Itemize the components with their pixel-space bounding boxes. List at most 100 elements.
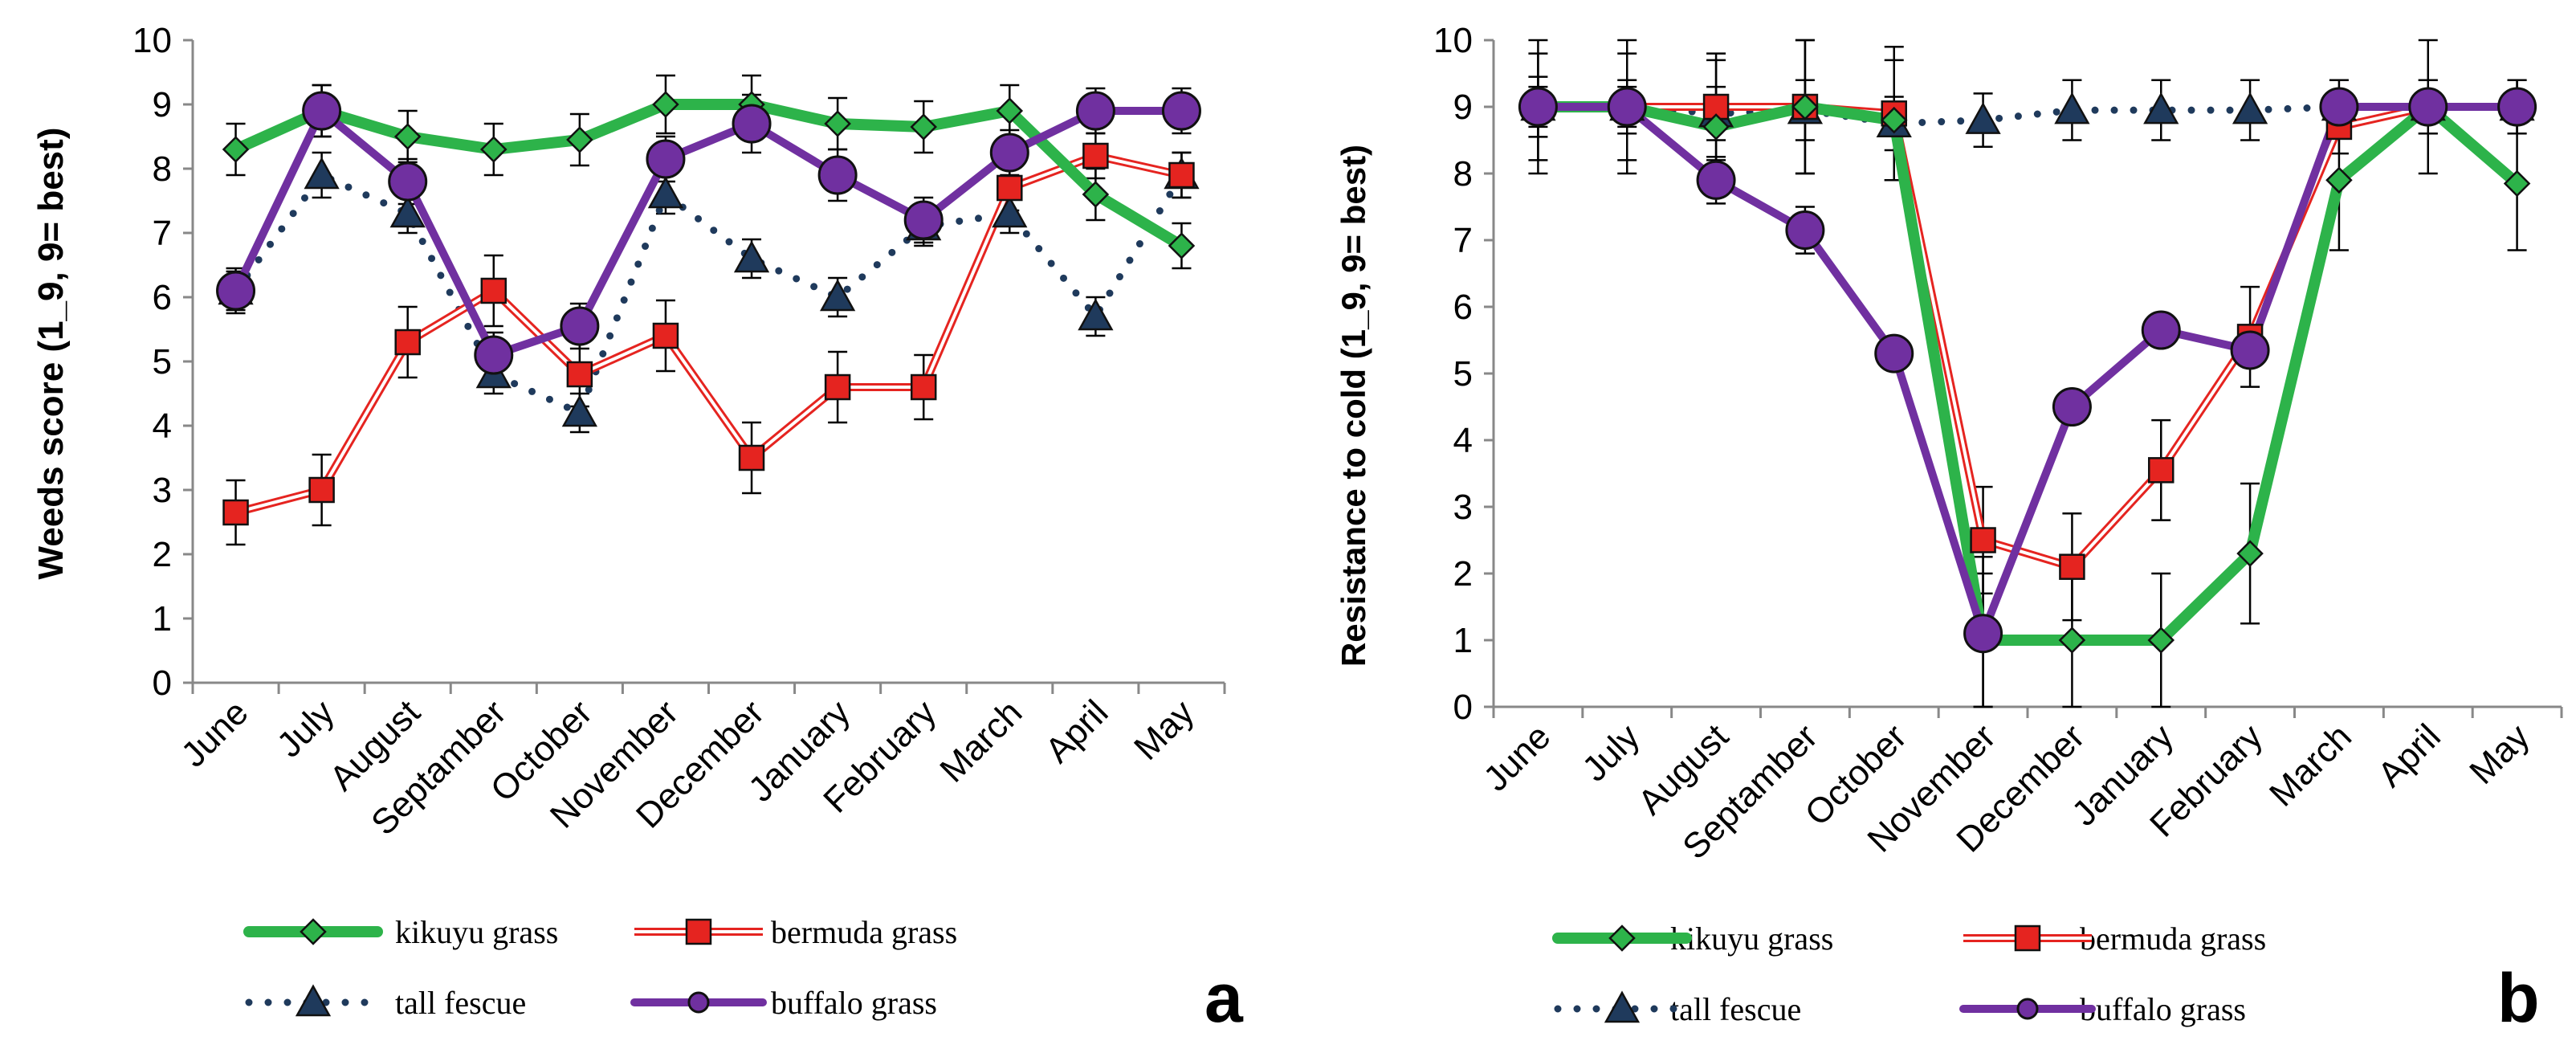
legend-label-bermuda: bermuda grass <box>2080 920 2266 957</box>
data-point-legend-tall-fescue <box>1604 990 1641 1023</box>
y-tick-label: 3 <box>1453 488 1473 527</box>
data-point-buffalo-grass-8 <box>903 200 944 240</box>
data-point-kikuyu-grass-0 <box>222 136 250 163</box>
data-point-legend-bermuda-grass <box>685 918 712 945</box>
data-point-tall-fescue-5 <box>647 176 684 209</box>
data-point-legend-tall-fescue <box>295 984 332 1017</box>
panel-b-legend: kikuyu grass bermuda grass tall fescue b… <box>1552 920 2266 1027</box>
data-point-bermuda-grass-9 <box>997 174 1023 202</box>
data-point-bermuda-grass-5 <box>1970 527 1996 553</box>
data-point-buffalo-grass-10 <box>1075 91 1115 131</box>
y-tick-label: 9 <box>153 85 172 124</box>
series-line-bermuda-grass-inner <box>235 154 1182 514</box>
data-point-kikuyu-grass-2 <box>393 123 422 150</box>
panel-b-y-ticks: 0 1 2 3 4 5 6 7 8 9 10 <box>1433 21 1494 727</box>
y-tick-label: 2 <box>153 535 172 574</box>
data-point-kikuyu-grass-6 <box>2058 627 2086 654</box>
y-tick-label: 2 <box>1453 554 1473 594</box>
data-point-bermuda-grass-11 <box>1168 161 1195 189</box>
panel-a-y-ticks: 0 1 2 3 4 5 6 7 8 9 10 <box>132 21 193 703</box>
data-point-bermuda-grass-8 <box>910 373 937 401</box>
data-point-legend-buffalo-grass <box>687 991 710 1014</box>
data-point-legend-kikuyu-grass <box>1608 925 1636 952</box>
data-point-legend-bermuda-grass <box>2014 925 2041 952</box>
data-point-bermuda-grass-6 <box>738 444 765 471</box>
markers-bermuda-grass <box>222 142 1195 526</box>
data-point-kikuyu-grass-10 <box>1082 181 1110 208</box>
data-point-legend-buffalo-grass <box>2016 998 2039 1020</box>
data-point-buffalo-grass-4 <box>560 306 600 346</box>
legend-label-kikuyu: kikuyu grass <box>395 914 558 950</box>
data-point-tall-fescue-2 <box>389 195 426 228</box>
y-tick-label: 5 <box>1453 354 1473 394</box>
data-point-kikuyu-grass-11 <box>2503 169 2531 198</box>
data-point-buffalo-grass-6 <box>2052 387 2092 427</box>
data-point-bermuda-grass-3 <box>480 277 507 304</box>
y-tick-label: 4 <box>153 406 172 446</box>
data-point-tall-fescue-9 <box>992 195 1028 228</box>
data-point-bermuda-grass-7 <box>2148 457 2175 484</box>
data-point-kikuyu-grass-9 <box>996 97 1024 124</box>
legend-label-buffalo: buffalo grass <box>771 985 937 1021</box>
data-point-buffalo-grass-6 <box>732 104 772 144</box>
y-tick-label: 4 <box>1453 421 1473 460</box>
data-point-buffalo-grass-5 <box>1963 614 2003 654</box>
y-tick-label: 6 <box>1453 288 1473 327</box>
data-point-tall-fescue-7 <box>820 279 856 312</box>
data-point-tall-fescue-8 <box>2232 92 2268 124</box>
data-point-kikuyu-grass-3 <box>1791 93 1819 120</box>
y-tick-label: 7 <box>153 214 172 253</box>
data-point-buffalo-grass-1 <box>1607 87 1647 127</box>
data-point-tall-fescue-6 <box>2054 92 2090 124</box>
data-point-bermuda-grass-7 <box>824 373 851 401</box>
data-point-kikuyu-grass-11 <box>1168 232 1196 259</box>
data-point-tall-fescue-6 <box>733 240 770 273</box>
data-point-buffalo-grass-2 <box>388 161 428 202</box>
data-point-tall-fescue-5 <box>1965 102 2001 134</box>
data-point-kikuyu-grass-2 <box>1702 113 1730 141</box>
y-tick-label: 5 <box>153 342 172 382</box>
panel-b-label: b <box>2497 960 2540 1037</box>
data-point-buffalo-grass-2 <box>1696 160 1736 200</box>
panel-b-series <box>1518 39 2537 708</box>
data-point-legend-kikuyu-grass <box>300 918 327 945</box>
legend-label-buffalo: buffalo grass <box>2080 991 2246 1027</box>
data-point-kikuyu-grass-9 <box>2325 166 2353 194</box>
data-point-kikuyu-grass-7 <box>2147 627 2175 654</box>
y-tick-label: 3 <box>153 471 172 510</box>
data-point-kikuyu-grass-4 <box>1880 106 1908 134</box>
data-point-bermuda-grass-10 <box>1082 142 1109 169</box>
data-point-tall-fescue-4 <box>561 394 597 427</box>
series-line-kikuyu-grass <box>230 99 1188 251</box>
data-point-buffalo-grass-11 <box>2497 87 2537 127</box>
y-tick-label: 0 <box>153 663 172 703</box>
y-tick-label: 8 <box>1453 154 1473 194</box>
legend-label-kikuyu: kikuyu grass <box>1670 920 1833 957</box>
y-tick-label: 10 <box>132 21 172 60</box>
data-point-buffalo-grass-11 <box>1161 91 1201 131</box>
y-tick-label: 6 <box>153 278 172 317</box>
y-tick-label: 8 <box>153 149 172 189</box>
data-point-bermuda-grass-0 <box>222 499 249 526</box>
panel-a-legend: kikuyu grass bermuda grass tall fescue b… <box>243 914 957 1021</box>
legend-label-tall-fescue: tall fescue <box>1670 991 1801 1027</box>
data-point-bermuda-grass-2 <box>394 329 421 356</box>
data-point-bermuda-grass-1 <box>308 476 335 504</box>
data-point-tall-fescue-1 <box>304 157 340 190</box>
data-point-bermuda-grass-4 <box>566 361 593 388</box>
data-point-buffalo-grass-0 <box>1518 87 1558 127</box>
panel-a-axes <box>191 40 1225 684</box>
y-tick-label: 1 <box>1453 621 1473 660</box>
panel-b-y-axis-title: Resistance to cold (1_9, 9= best) <box>1335 145 1372 667</box>
y-tick-label: 0 <box>1453 688 1473 727</box>
panel-a-label: a <box>1204 960 1244 1037</box>
data-point-kikuyu-grass-5 <box>652 91 679 118</box>
data-point-kikuyu-grass-8 <box>2236 540 2264 567</box>
y-tick-label: 1 <box>153 599 172 639</box>
panel-b-axes <box>1492 40 2562 708</box>
data-point-buffalo-grass-10 <box>2408 87 2448 127</box>
data-point-kikuyu-grass-7 <box>824 110 851 137</box>
data-point-buffalo-grass-3 <box>474 335 514 375</box>
data-point-tall-fescue-7 <box>2143 92 2179 124</box>
